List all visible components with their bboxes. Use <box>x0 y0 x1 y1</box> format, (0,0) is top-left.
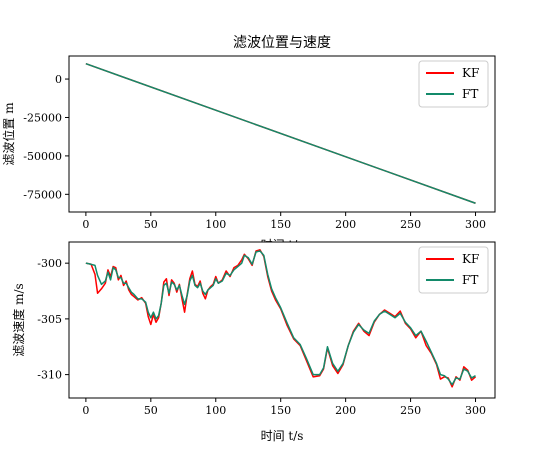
position-legend-label-kf: KF <box>462 66 479 80</box>
velocity-x-tick-label: 300 <box>465 404 486 417</box>
position-series-layer <box>86 64 476 204</box>
position-x-tick-label: 100 <box>205 218 226 231</box>
velocity-legend: KF FT <box>419 247 488 293</box>
position-x-tick-label: 300 <box>465 218 486 231</box>
position-x-tick-label: 0 <box>82 218 89 231</box>
position-ticks: 0 50 100 150 200 250 300 0 -25000 -50000 -75000 <box>23 73 486 231</box>
velocity-x-tick-label: 200 <box>335 404 356 417</box>
position-legend-label-ft: FT <box>462 87 478 101</box>
velocity-x-tick-label: 250 <box>400 404 421 417</box>
velocity-y-axis-label: 滤波速度 m/s <box>11 283 26 356</box>
position-y-tick-label: 0 <box>55 73 62 86</box>
position-y-tick-label: -50000 <box>23 150 62 163</box>
position-series-line-ft <box>86 64 476 204</box>
velocity-x-axis-label: 时间 t/s <box>261 429 304 443</box>
velocity-x-tick-label: 0 <box>82 404 89 417</box>
position-y-tick-label: -25000 <box>23 111 62 124</box>
position-legend: KF FT <box>419 61 488 107</box>
position-x-tick-label: 200 <box>335 218 356 231</box>
velocity-legend-label-kf: KF <box>462 252 479 266</box>
velocity-chart: 0 50 100 150 200 250 300 -300 -305 -310 时间 t/s 滤波… <box>11 242 495 443</box>
position-x-tick-label: 50 <box>144 218 158 231</box>
velocity-y-tick-label: -305 <box>37 313 62 326</box>
velocity-legend-label-ft: FT <box>462 273 478 287</box>
velocity-x-tick-label: 100 <box>205 404 226 417</box>
position-x-tick-label: 150 <box>270 218 291 231</box>
position-chart: 滤波位置与速度 0 50 100 150 200 250 300 0 -25000 -50000 -… <box>1 35 495 252</box>
velocity-y-tick-label: -300 <box>37 257 62 270</box>
velocity-x-tick-label: 150 <box>270 404 291 417</box>
position-y-tick-label: -75000 <box>23 188 62 201</box>
velocity-x-tick-label: 50 <box>144 404 158 417</box>
position-chart-title: 滤波位置与速度 <box>233 35 331 51</box>
position-x-tick-label: 250 <box>400 218 421 231</box>
position-y-axis-label: 滤波位置 m <box>1 102 16 166</box>
velocity-y-tick-label: -310 <box>37 369 62 382</box>
